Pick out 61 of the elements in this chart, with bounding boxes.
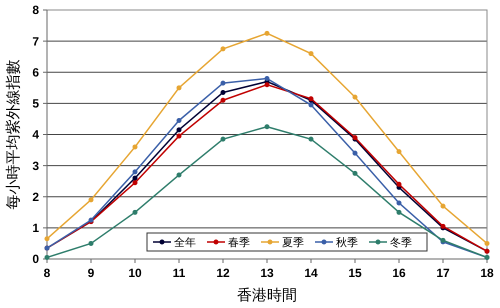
point — [396, 200, 402, 206]
point — [88, 197, 94, 202]
point — [396, 149, 402, 154]
x-tick-label: 14 — [304, 266, 318, 280]
point — [484, 240, 490, 246]
point — [352, 150, 358, 156]
legend-label: 全年 — [174, 236, 196, 249]
x-tick-label: 12 — [216, 266, 230, 280]
point — [264, 76, 270, 81]
legend-label: 春季 — [228, 236, 250, 249]
y-tick-label: 4 — [32, 128, 40, 142]
x-tick-label: 11 — [172, 266, 186, 280]
point — [132, 176, 138, 181]
point — [396, 210, 402, 215]
point — [440, 204, 446, 209]
y-tick-label: 3 — [32, 158, 40, 173]
y-tick-label: 2 — [32, 190, 40, 204]
point — [88, 240, 94, 246]
point — [132, 169, 138, 174]
legend-label: 秋季 — [336, 236, 358, 249]
legend-label: 夏季 — [282, 236, 304, 249]
point — [176, 172, 182, 178]
point — [308, 51, 314, 56]
y-tick-label: 0 — [32, 252, 40, 266]
point — [220, 98, 226, 103]
y-tick-label: 7 — [32, 34, 40, 48]
point — [308, 136, 314, 142]
y-tick-label: 5 — [32, 96, 40, 111]
x-tick-label: 17 — [436, 266, 450, 280]
point — [396, 182, 402, 187]
point — [132, 180, 138, 186]
point — [220, 80, 226, 86]
point — [264, 124, 270, 130]
x-tick-label: 9 — [88, 266, 95, 280]
point — [176, 127, 182, 132]
y-tick-label: 8 — [32, 3, 40, 18]
point — [220, 90, 226, 95]
point — [220, 136, 226, 142]
legend-label: 冬季 — [390, 236, 412, 249]
point — [176, 118, 182, 123]
point — [176, 85, 182, 90]
y-tick-label: 6 — [32, 65, 40, 80]
point — [352, 94, 358, 100]
point — [308, 102, 314, 108]
point — [220, 46, 226, 52]
point — [132, 210, 138, 215]
point — [132, 144, 138, 150]
point — [352, 170, 358, 176]
x-tick-label: 13 — [260, 266, 274, 280]
y-tick-label: 1 — [32, 221, 40, 236]
y-axis-title: 每小時平均紫外線指數 — [5, 60, 22, 210]
x-tick-label: 18 — [480, 266, 494, 280]
x-tick-label: 10 — [128, 266, 142, 280]
x-tick-label: 16 — [392, 266, 406, 280]
point — [264, 30, 270, 36]
x-axis-title: 香港時間 — [237, 287, 297, 304]
point — [264, 82, 270, 88]
point — [44, 236, 50, 242]
x-tick-label: 8 — [44, 266, 51, 280]
point — [176, 134, 182, 139]
x-tick-label: 15 — [348, 266, 362, 280]
